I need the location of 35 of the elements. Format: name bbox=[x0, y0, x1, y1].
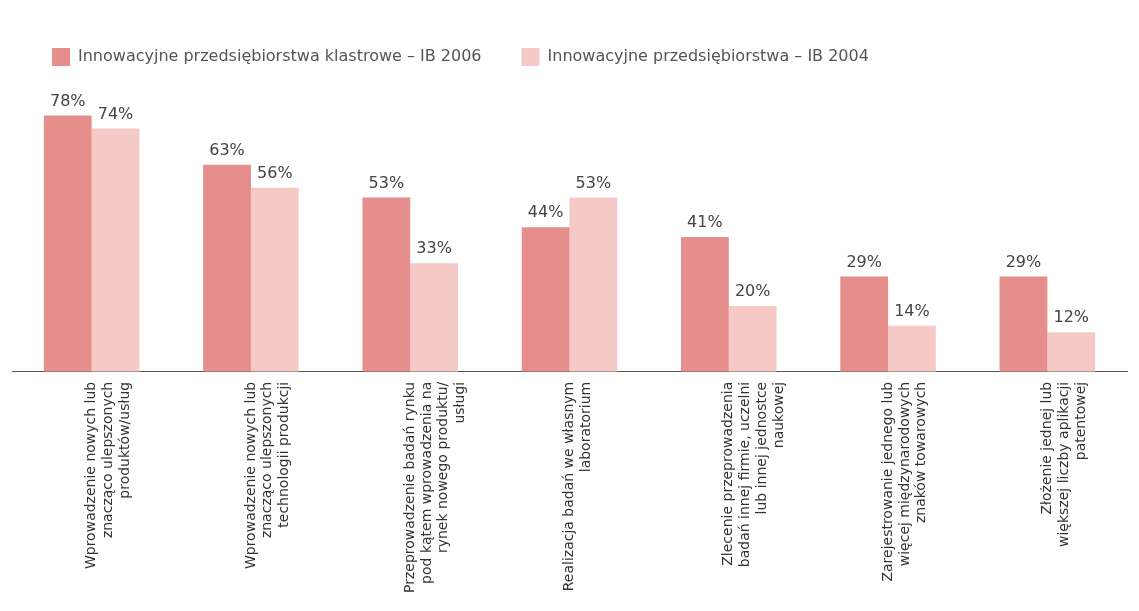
bar bbox=[91, 128, 140, 372]
bar bbox=[362, 197, 411, 372]
bar bbox=[250, 187, 299, 372]
data-label: 20% bbox=[734, 281, 771, 301]
data-label: 56% bbox=[257, 162, 293, 182]
bar bbox=[681, 237, 729, 372]
bar bbox=[203, 164, 251, 372]
data-label: 14% bbox=[894, 300, 930, 320]
data-label: 29% bbox=[1005, 251, 1042, 271]
x-tick-label: Wprowadzenie nowych lub znacząco ulepszonych produktów/usług bbox=[82, 381, 132, 570]
data-label: 53% bbox=[575, 172, 612, 192]
bar bbox=[840, 276, 889, 372]
data-label: 41% bbox=[687, 212, 723, 232]
bar bbox=[569, 197, 618, 372]
x-tick-label: Złożenie jednej lub większej liczby aplikacji patentowej bbox=[1038, 381, 1088, 548]
bar bbox=[999, 276, 1048, 372]
x-tick-label: Przeprowadzenie badań rynku pod kątem wprowadzenia na rynek nowego produktu/ usługi bbox=[400, 381, 468, 594]
bar bbox=[1047, 332, 1096, 372]
data-label: 74% bbox=[97, 103, 134, 123]
data-label: 33% bbox=[416, 238, 452, 258]
legend-label: Innowacyjne przedsiębiorstwa klastrowe – IB 2006 bbox=[78, 46, 482, 66]
bar bbox=[410, 263, 458, 372]
data-label: 44% bbox=[527, 202, 564, 222]
bar bbox=[521, 227, 570, 372]
data-label: 78% bbox=[49, 90, 86, 110]
data-label: 63% bbox=[209, 139, 245, 159]
bar bbox=[43, 115, 92, 372]
x-tick-label: Zlecenie przeprowadzenia badań innej firmie, uczelni lub innej jednostce naukowej bbox=[719, 381, 786, 568]
bar bbox=[728, 306, 777, 372]
x-tick-label: Realizacja badań we własnym laboratorium bbox=[560, 381, 593, 592]
data-label: 53% bbox=[368, 172, 405, 192]
data-label: 12% bbox=[1053, 307, 1090, 327]
data-label: 29% bbox=[846, 251, 882, 271]
bar bbox=[888, 325, 936, 372]
legend-label: Innowacyjne przedsiębiorstwa – IB 2004 bbox=[547, 46, 869, 66]
